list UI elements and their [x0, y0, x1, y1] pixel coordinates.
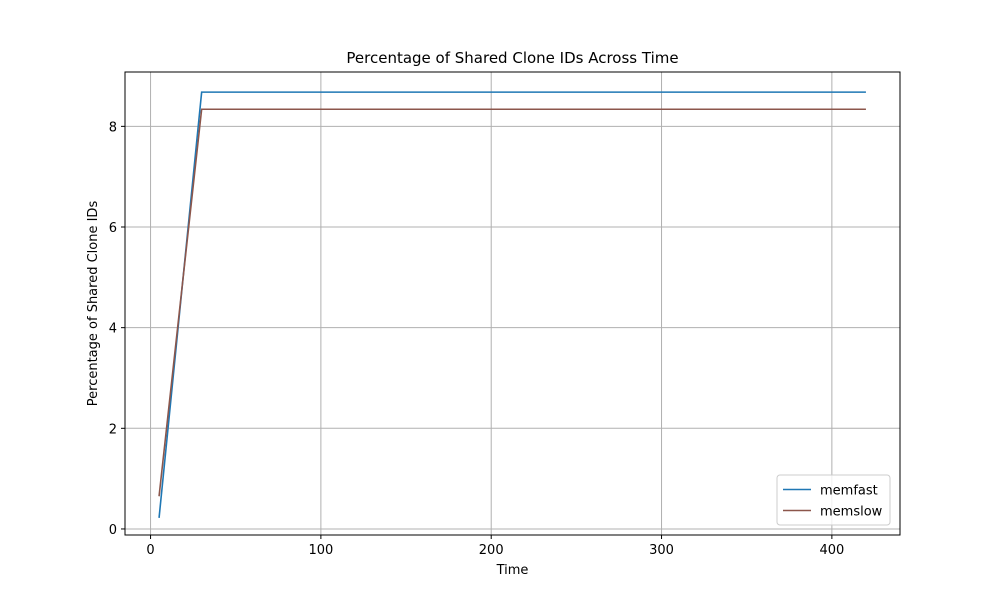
y-tick-label: 8 — [109, 120, 117, 135]
series-line-memslow — [158, 108, 866, 497]
series-line-memfast — [158, 91, 866, 518]
y-tick-label: 2 — [109, 422, 117, 437]
grid — [125, 72, 900, 535]
legend-label-memfast: memfast — [820, 484, 878, 499]
x-tick-label: 0 — [146, 543, 154, 558]
x-tick-label: 200 — [479, 543, 504, 558]
legend-box — [776, 474, 891, 526]
y-axis-title: Percentage of Shared Clone IDs — [86, 201, 101, 407]
x-tick-label: 300 — [649, 543, 674, 558]
legend-label-memslow: memslow — [820, 505, 883, 520]
x-tick-label: 100 — [308, 543, 333, 558]
chart-title: Percentage of Shared Clone IDs Across Ti… — [346, 49, 678, 67]
y-tick-label: 4 — [109, 322, 117, 337]
axis-ticks: 0 100 200 300 400 0 2 4 6 8 — [109, 120, 845, 558]
legend: memfast memslow — [776, 474, 891, 526]
y-tick-label: 6 — [109, 221, 117, 236]
legend-items: memfast memslow — [783, 484, 883, 520]
series-lines — [158, 91, 866, 518]
x-axis-title: Time — [496, 563, 529, 578]
x-tick-label: 400 — [819, 543, 844, 558]
y-tick-label: 0 — [109, 523, 117, 538]
plot-frame — [124, 71, 901, 536]
